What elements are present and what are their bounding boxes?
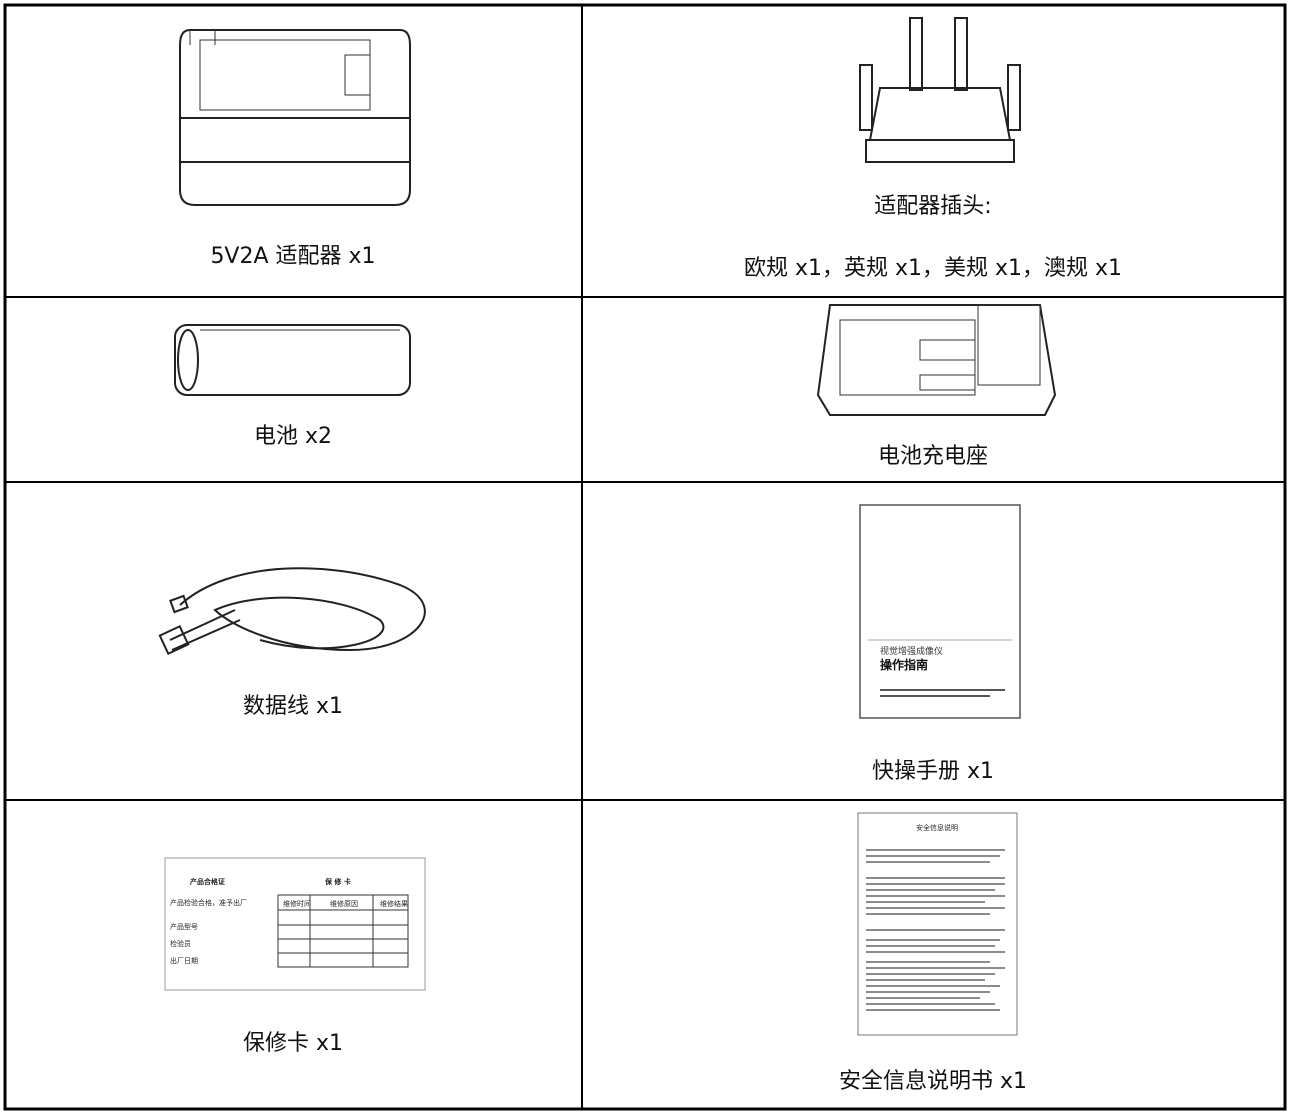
warranty-column: 维修原因 xyxy=(330,899,358,908)
battery-illustration xyxy=(174,324,411,396)
safety-title: 安全信息说明 xyxy=(916,823,958,832)
caption: 快操手册 x1 xyxy=(872,759,994,784)
warranty-field: 检验员 xyxy=(170,939,191,948)
manual-title: 操作指南 xyxy=(880,657,928,672)
caption: 安全信息说明书 x1 xyxy=(839,1069,1027,1094)
warranty-card: 产品合格证 保 修 卡 产品检验合格，准予出厂 产品型号 检验员 出厂日期 维修… xyxy=(164,857,426,991)
warranty-field: 出厂日期 xyxy=(170,956,198,965)
charger-illustration xyxy=(816,304,1057,416)
safety-sheet: 安全信息说明 xyxy=(857,812,1018,1036)
warranty-left-title: 产品合格证 xyxy=(190,877,225,886)
caption: 5V2A 适配器 x1 xyxy=(210,244,375,269)
caption: 电池充电座 xyxy=(878,444,988,469)
cable-illustration xyxy=(158,567,426,656)
warranty-note: 产品检验合格，准予出厂 xyxy=(170,898,247,907)
warranty-column: 维修时间 xyxy=(283,899,311,908)
caption: 电池 x2 xyxy=(254,424,332,449)
manual-subtitle: 视觉增强成像仪 xyxy=(880,645,943,657)
warranty-column: 维修结果 xyxy=(380,899,408,908)
adapter-illustration xyxy=(179,29,411,206)
table-border xyxy=(3,3,1287,1111)
warranty-field: 产品型号 xyxy=(170,922,198,931)
plug-illustration xyxy=(859,17,1021,163)
caption-detail: 欧规 x1，英规 x1，美规 x1，澳规 x1 xyxy=(744,256,1122,281)
caption: 保修卡 x1 xyxy=(243,1031,343,1056)
warranty-right-title: 保 修 卡 xyxy=(324,877,351,886)
caption: 数据线 x1 xyxy=(243,694,343,719)
manual-cover: 视觉增强成像仪 操作指南 xyxy=(859,504,1021,719)
caption: 适配器插头: xyxy=(874,194,991,219)
